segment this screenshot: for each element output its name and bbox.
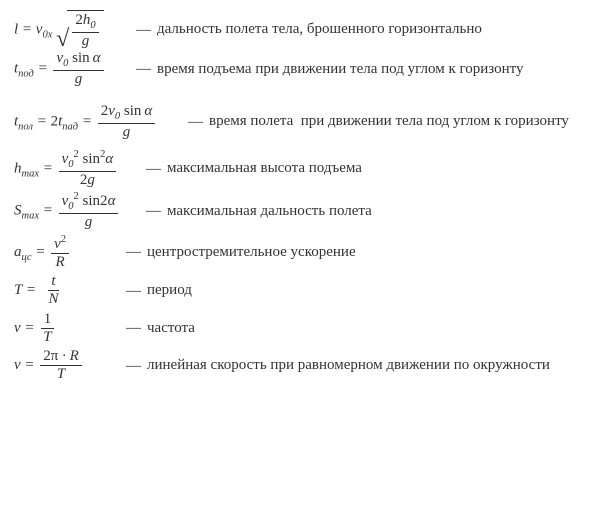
formula-row: hmax = v02 sin2α2g—максимальная высота п… — [14, 149, 592, 189]
formula-description: время подъема при движении тела под угло… — [157, 60, 524, 80]
formula-expression: hmax = v02 sin2α2g — [14, 149, 146, 189]
formula-expression: tпол = 2tпад = 2v0 sin αg — [14, 103, 188, 141]
dash-separator: — — [136, 59, 157, 79]
formula-row: Smax = v02 sin2αg—максимальная дальность… — [14, 191, 592, 231]
formula-description: период — [147, 281, 192, 301]
formula-description: линейная скорость при равномерном движен… — [147, 356, 550, 376]
formula-row: T = tN—период — [14, 273, 592, 309]
formula-row: aцс = v2R—центростремительное ускорение — [14, 234, 592, 272]
dash-separator: — — [146, 159, 167, 179]
formula-row: v = 2π · RT—линейная скорость при равном… — [14, 348, 592, 384]
dash-separator: — — [146, 201, 167, 221]
formula-expression: Smax = v02 sin2αg — [14, 191, 146, 231]
formula-expression: ν = 1T — [14, 311, 126, 347]
dash-separator: — — [136, 20, 157, 40]
formula-description: дальность полета тела, брошенного горизо… — [157, 20, 482, 40]
formula-expression: tпод = v0 sin αg — [14, 50, 136, 88]
dash-separator: — — [126, 318, 147, 338]
formula-description: центростремительное ускорение — [147, 243, 356, 263]
dash-separator: — — [126, 356, 147, 376]
formula-row: ν = 1T—частота — [14, 311, 592, 347]
dash-separator: — — [126, 242, 147, 262]
formula-expression: aцс = v2R — [14, 234, 126, 272]
formula-row: tпол = 2tпад = 2v0 sin αg—время полета п… — [14, 103, 592, 141]
formula-list: l = v0x √2h0g—дальность полета тела, бро… — [14, 10, 592, 384]
dash-separator: — — [188, 112, 209, 132]
formula-description: максимальная дальность полета — [167, 202, 372, 222]
formula-description: частота — [147, 319, 195, 339]
formula-row: l = v0x √2h0g—дальность полета тела, бро… — [14, 10, 592, 50]
dash-separator: — — [126, 281, 147, 301]
formula-expression: T = tN — [14, 273, 126, 309]
formula-description: время полета при движении тела под углом… — [209, 112, 569, 132]
formula-expression: l = v0x √2h0g — [14, 10, 136, 50]
formula-row: tпод = v0 sin αg—время подъема при движе… — [14, 50, 592, 88]
formula-description: максимальная высота подъема — [167, 159, 362, 179]
formula-expression: v = 2π · RT — [14, 348, 126, 384]
